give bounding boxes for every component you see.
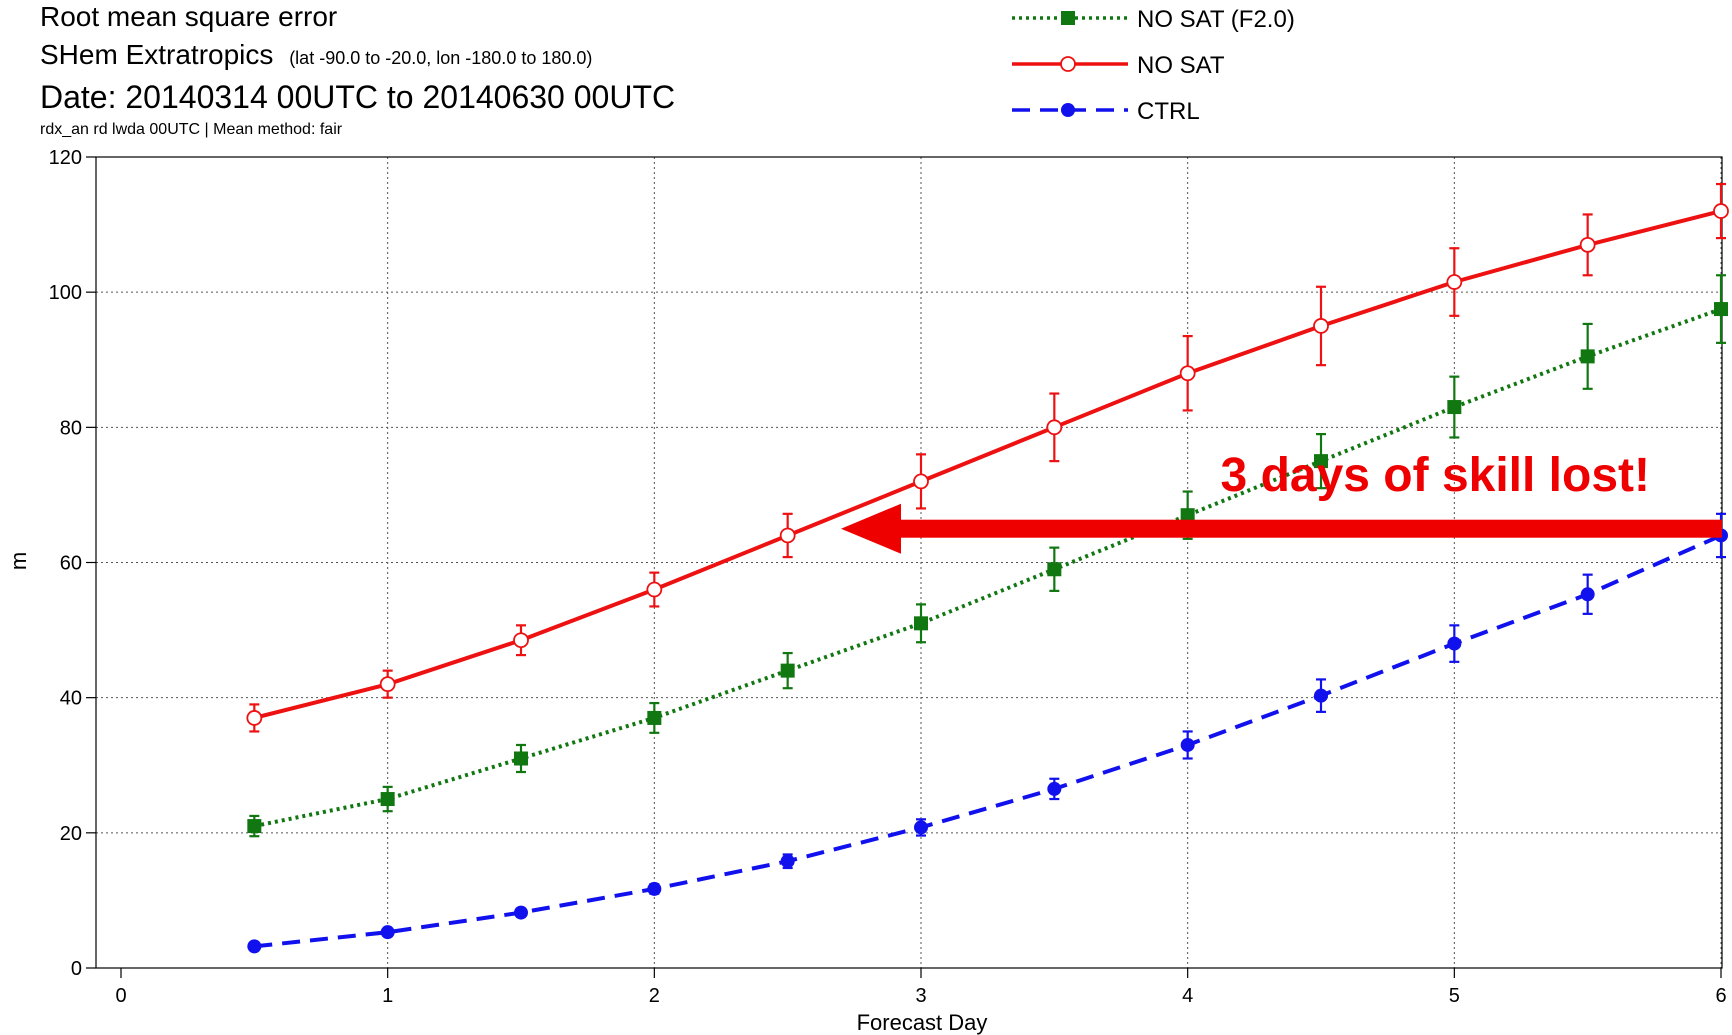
plot-frame — [95, 156, 1723, 969]
series-no-sat-f2-0 — [247, 274, 1728, 838]
x-tick-label: 5 — [1449, 985, 1460, 1007]
data-point — [1047, 562, 1062, 577]
x-tick-label: 4 — [1182, 985, 1193, 1007]
x-tick-label: 2 — [649, 985, 660, 1007]
legend-entry: NO SAT — [1012, 52, 1225, 79]
data-point — [780, 663, 795, 678]
data-point — [1447, 636, 1462, 651]
annotation-arrow-shaft — [891, 519, 1722, 538]
y-tick-label: 0 — [71, 958, 82, 980]
data-point — [1314, 688, 1328, 703]
data-point — [1313, 318, 1329, 334]
legend-label: NO SAT (F2.0) — [1137, 6, 1295, 33]
y-tick-label: 80 — [60, 417, 82, 439]
data-point — [647, 881, 662, 896]
data-point — [1447, 400, 1462, 415]
annotation: 3 days of skill lost! — [841, 449, 1722, 554]
data-point — [1579, 236, 1596, 253]
x-tick-label: 6 — [1715, 985, 1726, 1007]
data-point — [514, 905, 528, 920]
data-point — [646, 581, 663, 598]
annotation-arrow-head — [841, 503, 901, 554]
data-point — [1179, 365, 1196, 382]
data-point — [1180, 737, 1195, 752]
series-line — [253, 209, 1722, 720]
data-point — [247, 939, 262, 954]
axes — [95, 156, 1723, 969]
legend-swatch-marker — [1061, 11, 1075, 25]
data-point — [1713, 203, 1729, 219]
data-point — [1180, 508, 1195, 523]
y-axis-ticks: 0 20 40 60 80 100 120 — [49, 147, 96, 980]
series-line — [253, 307, 1722, 829]
data-point — [246, 710, 263, 726]
data-point — [914, 616, 928, 631]
data-point — [1314, 454, 1328, 469]
y-tick-label: 60 — [60, 553, 82, 575]
x-tick-label: 0 — [115, 985, 126, 1007]
data-point — [1446, 274, 1463, 290]
data-point — [1580, 587, 1595, 602]
data-point — [379, 676, 396, 693]
legend-label: NO SAT — [1137, 52, 1225, 79]
x-tick-label: 1 — [382, 985, 393, 1007]
legend-label: CTRL — [1137, 98, 1200, 125]
x-axis-label: Forecast Day — [857, 1010, 988, 1035]
data-point — [914, 820, 928, 835]
series-no-sat — [246, 182, 1729, 733]
y-axis-label: m — [6, 552, 31, 570]
data-point — [1046, 419, 1063, 436]
legend-entry: NO SAT (F2.0) — [1012, 6, 1295, 33]
legend-entry: CTRL — [1012, 98, 1200, 125]
data-point — [913, 473, 929, 490]
chart-subtitle-region: SHem Extratropics — [40, 39, 273, 70]
x-tick-label: 3 — [915, 985, 926, 1007]
data-point — [647, 710, 662, 725]
y-tick-label: 20 — [60, 823, 82, 845]
legend-swatch-marker — [1060, 56, 1076, 72]
x-axis-ticks: 0 1 2 3 4 5 6 — [115, 968, 1727, 1007]
chart-subtitle: SHem Extratropics (lat -90.0 to -20.0, l… — [40, 39, 592, 70]
legend-swatch-marker — [1061, 103, 1075, 117]
legend: NO SAT (F2.0) NO SAT CTRL — [1012, 6, 1295, 125]
data-point — [779, 527, 796, 544]
series-layer — [246, 182, 1729, 954]
chart-method-note: rdx_an rd lwda 00UTC | Mean method: fair — [40, 121, 343, 138]
data-point — [514, 751, 528, 766]
y-tick-label: 100 — [49, 282, 82, 304]
data-point — [380, 792, 395, 807]
series-line — [254, 533, 1722, 949]
data-point — [247, 819, 262, 834]
y-tick-label: 120 — [49, 147, 82, 169]
y-tick-label: 40 — [60, 688, 82, 710]
data-point — [380, 925, 395, 940]
data-point — [1714, 302, 1728, 317]
data-point — [513, 632, 529, 649]
grid — [96, 157, 1722, 968]
chart-title: Root mean square error — [40, 1, 337, 32]
data-point — [1580, 349, 1595, 364]
chart-subtitle-detail: (lat -90.0 to -20.0, lon -180.0 to 180.0… — [289, 48, 592, 68]
annotation-text: 3 days of skill lost! — [1221, 449, 1650, 502]
chart-date-range: Date: 20140314 00UTC to 20140630 00UTC — [40, 79, 675, 115]
data-point — [1047, 781, 1062, 796]
data-point — [780, 854, 795, 869]
series-ctrl — [247, 512, 1728, 954]
